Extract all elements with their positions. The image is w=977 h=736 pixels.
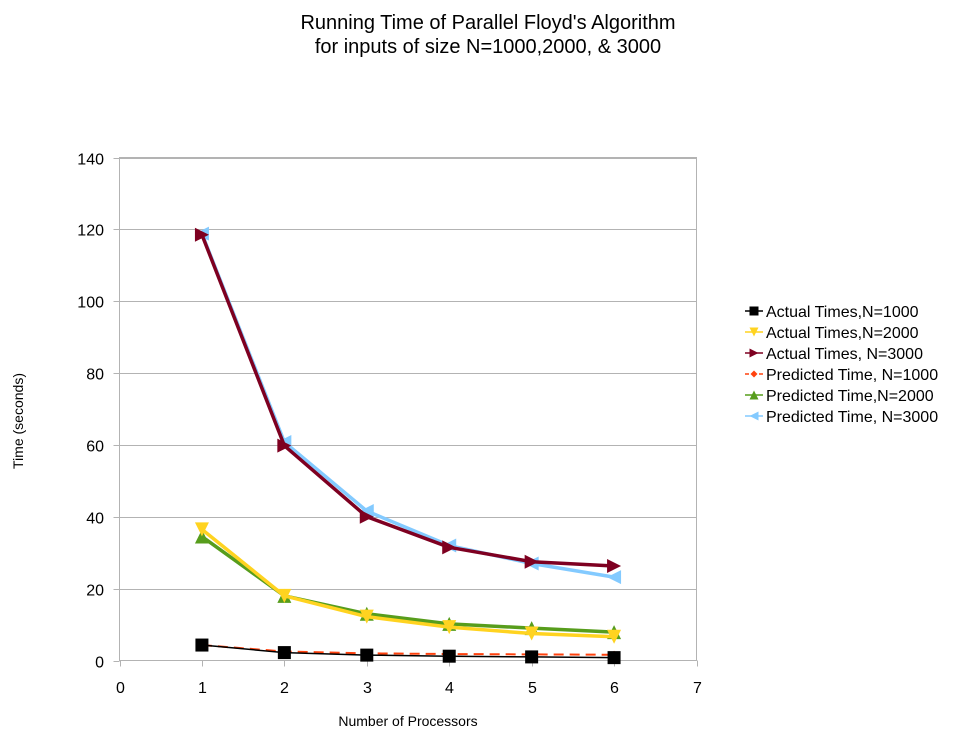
series-line (201, 644, 615, 656)
legend-label: Predicted Time, N=1000 (766, 367, 938, 384)
x-tick-label: 4 (445, 680, 454, 697)
x-axis-label: Number of Processors (338, 713, 477, 729)
legend-label: Actual Times,N=1000 (766, 304, 919, 321)
x-tick-label: 1 (198, 680, 207, 697)
legend-swatch-marker (750, 370, 758, 378)
series-line (200, 234, 615, 568)
legend-swatch-marker (749, 411, 759, 421)
data-point (277, 646, 291, 660)
x-tick-labels: 0 1 2 3 4 5 6 7 (116, 680, 702, 697)
x-tick-label: 3 (363, 680, 372, 697)
data-point (442, 649, 456, 663)
legend-entry: Predicted Time,N=2000 (745, 388, 934, 405)
data-point (360, 648, 374, 662)
x-tick-label: 0 (116, 680, 125, 697)
legend-swatch-marker (749, 327, 759, 337)
data-point (359, 504, 374, 519)
data-point (359, 609, 374, 624)
legend-label: Predicted Time,N=2000 (766, 388, 934, 405)
data-point (442, 620, 457, 635)
y-tick-labels: 0 20 40 60 80 100 120 140 (77, 152, 104, 672)
legend-entry: Predicted Time, N=1000 (745, 367, 938, 384)
y-tick-label: 80 (86, 367, 104, 384)
x-tick-label: 2 (280, 680, 289, 697)
y-axis-label: Time (seconds) (10, 373, 26, 469)
data-point (607, 651, 621, 665)
series-line (200, 527, 615, 639)
data-point (525, 650, 539, 664)
chart-title-line-1: Running Time of Parallel Floyd's Algorit… (300, 12, 675, 34)
y-tick-label: 120 (77, 223, 104, 240)
data-point (195, 638, 209, 652)
data-point (607, 629, 622, 644)
plot-area-border (119, 157, 697, 661)
data-point (524, 626, 539, 641)
series-1 (195, 638, 621, 665)
y-tick-label: 20 (86, 583, 104, 600)
legend-entry: Actual Times, N=3000 (745, 346, 923, 363)
series-3 (194, 227, 622, 574)
data-point (607, 570, 622, 585)
x-tick-label: 5 (528, 680, 537, 697)
data-point (277, 438, 292, 453)
data-point (442, 540, 457, 555)
series-2 (194, 522, 622, 644)
legend-entry: Actual Times,N=1000 (745, 304, 919, 321)
legend-label: Predicted Time, N=3000 (766, 409, 938, 426)
legend-swatch-marker (749, 348, 759, 358)
data-point (194, 227, 209, 242)
data-point (194, 522, 209, 537)
data-point (277, 588, 292, 603)
chart-title-line-2: for inputs of size N=1000,2000, & 3000 (315, 36, 661, 58)
legend-entry: Predicted Time, N=3000 (745, 409, 938, 426)
series-lines (194, 226, 622, 665)
y-tick-label: 0 (95, 655, 104, 672)
data-point (359, 509, 374, 524)
data-point (194, 529, 209, 544)
series-line (200, 233, 615, 579)
legend-label: Actual Times, N=3000 (766, 346, 923, 363)
legend-swatch-marker (749, 306, 759, 316)
y-tick-label: 40 (86, 511, 104, 528)
chart-title: Running Time of Parallel Floyd's Algorit… (300, 12, 675, 58)
y-tick-label: 140 (77, 152, 104, 169)
data-point (607, 559, 622, 574)
y-tick-label: 60 (86, 439, 104, 456)
data-point (524, 554, 539, 569)
x-tick-label: 7 (693, 680, 702, 697)
legend-swatch-marker (749, 390, 759, 400)
x-tick-label: 6 (610, 680, 619, 697)
legend-entry: Actual Times,N=2000 (745, 325, 919, 342)
series-line (201, 644, 615, 659)
legend-label: Actual Times,N=2000 (766, 325, 919, 342)
legend: Actual Times,N=1000 Actual Times,N=2000 Ac… (745, 304, 938, 426)
series-line (200, 535, 615, 634)
y-tick-label: 100 (77, 295, 104, 312)
